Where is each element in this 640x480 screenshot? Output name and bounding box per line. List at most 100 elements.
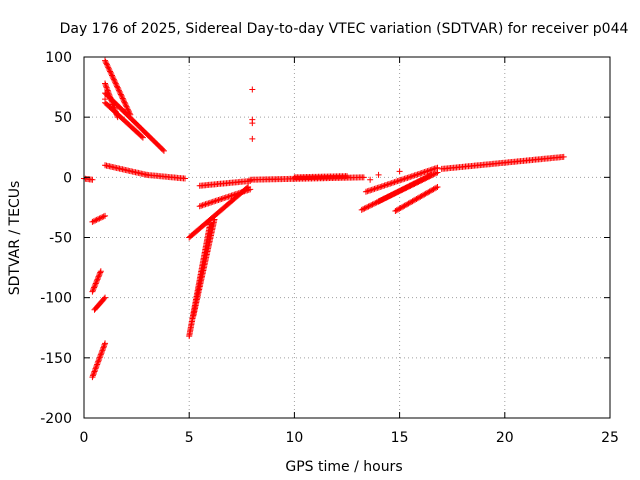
x-tick-label: 20 <box>496 430 514 446</box>
data-point <box>420 175 427 182</box>
y-tick-label: 50 <box>54 110 72 126</box>
data-point <box>92 281 99 288</box>
data-point <box>96 270 103 277</box>
data-point <box>379 196 386 203</box>
data-point <box>94 360 101 367</box>
data-point <box>89 374 96 381</box>
data-point <box>110 76 117 83</box>
y-axis-label: SDTVAR / TECUs <box>7 181 23 296</box>
data-point <box>397 187 404 194</box>
y-tick-label: -200 <box>40 411 72 427</box>
data-point <box>116 88 123 95</box>
data-point <box>98 348 105 355</box>
data-point <box>101 341 108 348</box>
y-tick-label: -150 <box>40 351 72 367</box>
x-axis-label: GPS time / hours <box>285 459 402 475</box>
data-point <box>114 83 121 90</box>
data-point <box>102 58 109 65</box>
plot-frame <box>83 56 611 419</box>
data-point <box>364 204 371 211</box>
data-point <box>89 287 96 294</box>
data-point <box>375 198 382 205</box>
data-point <box>421 175 428 182</box>
data-point <box>95 357 102 364</box>
data-point <box>422 174 429 181</box>
data-point <box>108 72 115 79</box>
data-point <box>89 176 96 183</box>
data-point <box>95 216 102 223</box>
data-point <box>399 186 406 193</box>
data-point <box>115 86 122 93</box>
data-point <box>159 146 166 153</box>
data-point <box>368 202 375 209</box>
data-point <box>89 288 96 295</box>
data-point <box>369 201 376 208</box>
data-point <box>119 94 126 101</box>
data-point <box>434 164 441 171</box>
data-point <box>118 92 125 99</box>
data-point <box>411 180 418 187</box>
axis-ticks: 0 5 10 15 20 25 100 50 0 -50 -100 -150 -200 <box>40 50 619 446</box>
data-point <box>91 283 98 290</box>
data-point <box>113 81 120 88</box>
data-point <box>367 176 374 183</box>
data-point <box>90 218 97 225</box>
data-point <box>418 176 425 183</box>
data-point <box>103 61 110 68</box>
data-point <box>103 83 110 90</box>
data-point <box>389 191 396 198</box>
data-point <box>117 90 124 97</box>
data-point <box>122 100 129 107</box>
data-point <box>96 354 103 361</box>
data-point <box>344 173 350 180</box>
data-point <box>407 182 414 189</box>
data-point <box>382 195 389 202</box>
data-point <box>122 102 129 109</box>
data-point <box>92 365 99 372</box>
data-point <box>105 65 112 72</box>
data-point <box>93 216 100 223</box>
data-point <box>111 77 118 84</box>
data-point <box>96 272 103 279</box>
data-point <box>358 206 365 213</box>
data-point <box>97 214 104 221</box>
data-point <box>386 192 393 199</box>
data-point <box>94 361 101 368</box>
data-point <box>370 200 377 207</box>
data-point <box>94 276 101 283</box>
data-point <box>92 367 99 374</box>
data-point <box>102 340 109 347</box>
data-point <box>107 69 114 76</box>
data-point <box>108 71 115 78</box>
data-point <box>99 214 106 221</box>
data-point <box>102 294 109 301</box>
data-point <box>102 212 109 219</box>
data-point <box>95 358 102 365</box>
data-point <box>117 91 124 98</box>
data-point <box>426 172 433 179</box>
data-point <box>95 275 102 282</box>
data-point <box>93 364 100 371</box>
data-point <box>414 178 421 185</box>
x-tick-label: 25 <box>601 430 619 446</box>
x-tick-label: 10 <box>285 430 303 446</box>
data-point <box>405 183 412 190</box>
data-point <box>249 135 256 142</box>
chart-title: Day 176 of 2025, Sidereal Day-to-day VTE… <box>60 21 629 37</box>
data-point <box>361 205 368 212</box>
data-point <box>93 279 100 286</box>
data-point <box>365 203 372 210</box>
data-point <box>428 171 435 178</box>
data-point <box>247 186 254 193</box>
data-point <box>249 86 256 93</box>
data-point <box>121 99 128 106</box>
data-point <box>97 353 104 360</box>
data-point <box>376 197 383 204</box>
data-point <box>394 188 401 195</box>
data-point <box>107 68 114 75</box>
data-point <box>109 73 116 80</box>
data-point <box>375 171 382 178</box>
data-point <box>91 368 98 375</box>
data-point <box>434 183 441 190</box>
data-point <box>102 81 109 88</box>
